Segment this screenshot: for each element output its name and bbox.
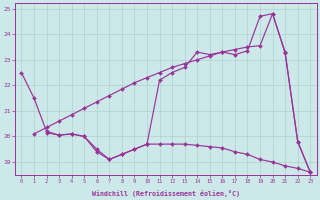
- X-axis label: Windchill (Refroidissement éolien,°C): Windchill (Refroidissement éolien,°C): [92, 190, 240, 197]
